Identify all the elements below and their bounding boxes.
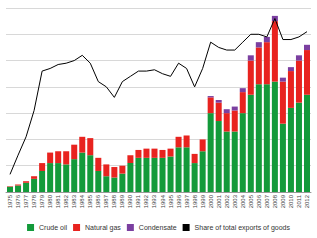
svg-text:Condensate: Condensate (139, 224, 177, 231)
svg-text:1990: 1990 (127, 194, 133, 208)
svg-text:1984: 1984 (79, 194, 85, 208)
svg-text:2005: 2005 (248, 194, 254, 208)
svg-text:2011: 2011 (296, 194, 302, 208)
svg-text:1998: 1998 (192, 194, 198, 208)
svg-text:2008: 2008 (272, 194, 278, 208)
svg-text:2009: 2009 (280, 194, 286, 208)
svg-text:1981: 1981 (55, 194, 61, 208)
svg-text:1991: 1991 (135, 194, 141, 208)
svg-text:2010: 2010 (288, 194, 294, 208)
svg-text:1995: 1995 (168, 194, 174, 208)
svg-text:1997: 1997 (184, 194, 190, 208)
svg-text:Share of total exports of good: Share of total exports of goods (195, 224, 291, 232)
svg-text:1996: 1996 (176, 194, 182, 208)
svg-text:2002: 2002 (224, 194, 230, 208)
svg-text:1987: 1987 (103, 194, 109, 208)
svg-text:Natural gas: Natural gas (85, 224, 121, 232)
svg-text:1988: 1988 (111, 194, 117, 208)
svg-text:1976: 1976 (15, 194, 21, 208)
svg-text:Crude oil: Crude oil (39, 224, 67, 231)
svg-text:1993: 1993 (151, 194, 157, 208)
svg-text:1992: 1992 (143, 194, 149, 208)
svg-text:1975: 1975 (7, 194, 13, 208)
svg-text:2003: 2003 (232, 194, 238, 208)
svg-text:1999: 1999 (200, 194, 206, 208)
svg-text:1985: 1985 (87, 194, 93, 208)
svg-text:1994: 1994 (160, 194, 166, 208)
svg-text:1977: 1977 (23, 194, 29, 208)
svg-text:1989: 1989 (119, 194, 125, 208)
svg-text:2000: 2000 (208, 194, 214, 208)
svg-text:1979: 1979 (39, 194, 45, 208)
svg-text:1986: 1986 (95, 194, 101, 208)
svg-text:2001: 2001 (216, 194, 222, 208)
svg-text:2004: 2004 (240, 194, 246, 208)
svg-text:1983: 1983 (71, 194, 77, 208)
svg-text:2006: 2006 (256, 194, 262, 208)
svg-text:2012: 2012 (304, 194, 310, 208)
svg-text:1980: 1980 (47, 194, 53, 208)
svg-text:1982: 1982 (63, 194, 69, 208)
svg-text:1978: 1978 (31, 194, 37, 208)
svg-text:2007: 2007 (264, 194, 270, 208)
